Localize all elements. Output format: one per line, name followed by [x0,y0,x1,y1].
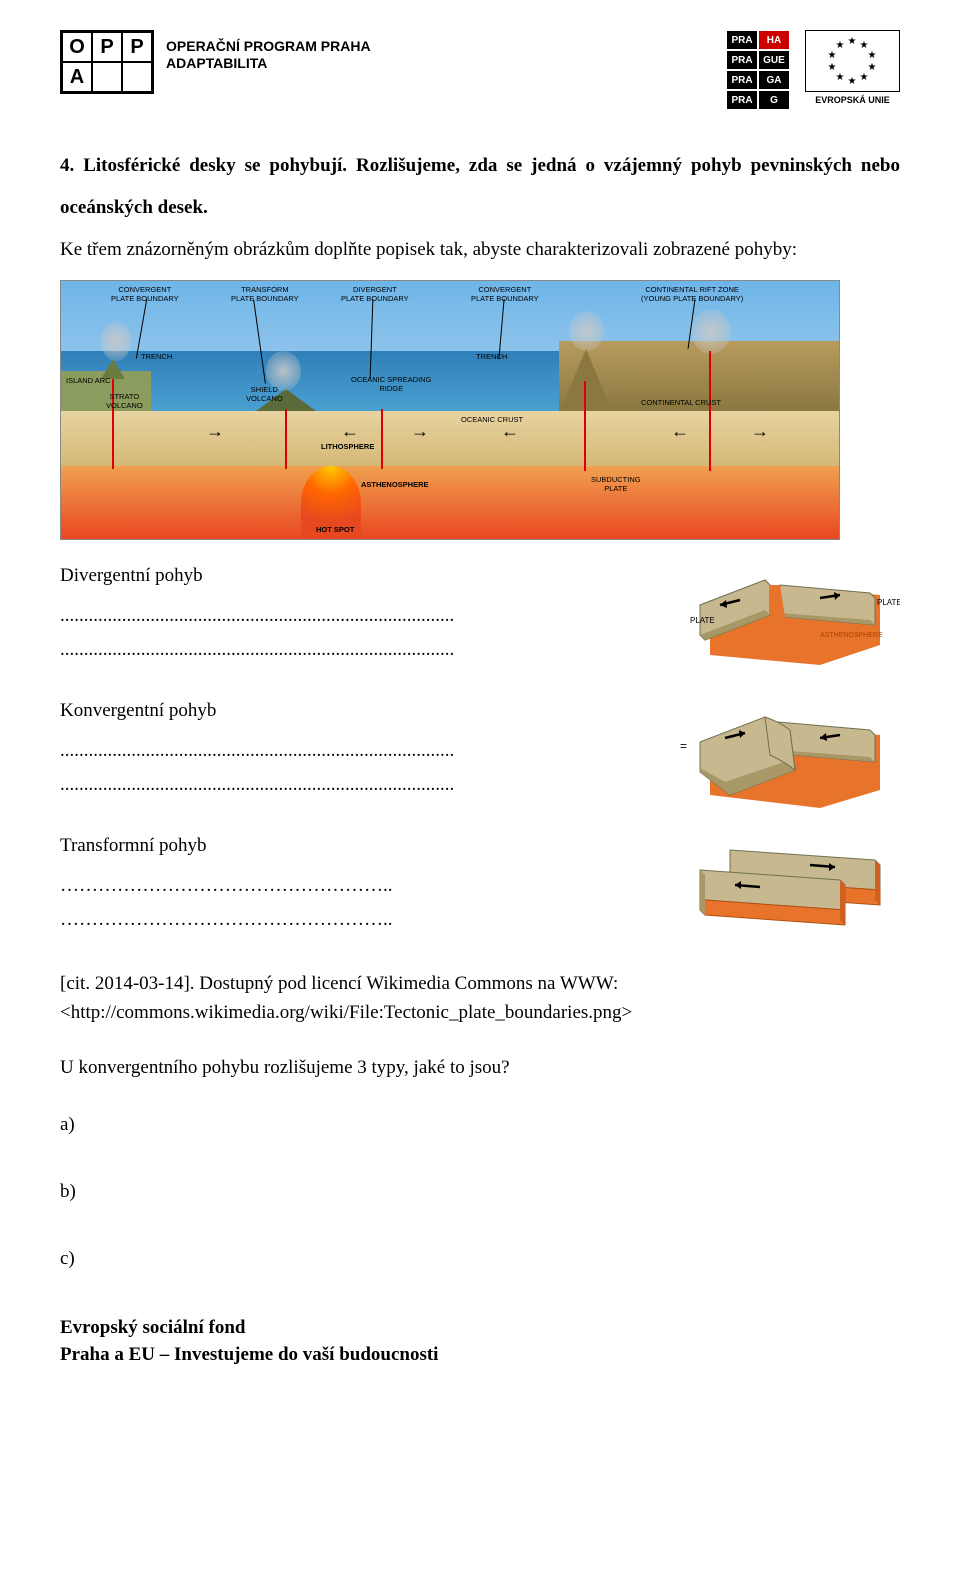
diagram-label: CONTINENTAL CRUST [641,399,721,407]
answer-line[interactable]: ........................................… [60,740,522,762]
mini-label: ASTHENOSPHERE [820,632,883,639]
diagram-label: OCEANIC SPREADING RIDGE [351,376,431,393]
question-text: U konvergentního pohybu rozlišujeme 3 ty… [60,1057,900,1079]
magma-line [285,409,287,469]
task-heading: 4. Litosférické desky se pohybují. Rozli… [60,145,900,229]
arrow-icon: → [411,421,429,442]
continental-volcano-icon [561,349,611,409]
task-number: 4. [60,155,83,176]
oppa-cell: P [122,32,152,62]
praha-cell: PRA [726,50,758,70]
arrow-icon: → [206,421,224,442]
mini-label: PLATE [690,616,715,625]
diagram-label: CONVERGENT PLATE BOUNDARY [471,286,539,303]
arrow-icon: → [751,421,769,442]
oppa-cell: A [62,62,92,92]
praha-cell: GA [758,70,790,90]
option-c[interactable]: c) [60,1248,900,1270]
arrow-icon: ← [671,421,689,442]
oppa-logo: O P P A OPERAČNÍ PROGRAM PRAHA ADAPTABIL… [60,30,371,94]
transform-section: Transformní pohyb …………………………………………….. ……… [60,835,900,945]
right-logos: PRA HA PRA GUE PRA GA PRA G ★ ★ ★ ★ ★ ★ … [726,30,900,110]
oppa-cell [122,62,152,92]
transform-label: Transformní pohyb [60,835,522,857]
answer-line[interactable]: ........................................… [60,774,522,796]
oppa-cell: P [92,32,122,62]
magma-line [381,409,383,469]
page-header: O P P A OPERAČNÍ PROGRAM PRAHA ADAPTABIL… [60,30,900,110]
diagram-label: HOT SPOT [316,526,354,534]
tectonic-overview-diagram: → ← → ← ← → CONVERGENT PLATE BOUNDARY TR… [60,280,840,540]
praha-logo: PRA HA PRA GUE PRA GA PRA G [726,30,790,110]
svg-text:=: = [680,739,687,753]
task-instruction: Ke třem znázorněným obrázkům doplňte pop… [60,229,900,271]
oppa-cell: O [62,32,92,62]
convergent-diagram: = [670,700,900,810]
oppa-label-line: OPERAČNÍ PROGRAM PRAHA [166,38,371,55]
eu-label: EVROPSKÁ UNIE [805,95,900,105]
diagram-label: DIVERGENT PLATE BOUNDARY [341,286,409,303]
diagram-label: TRENCH [141,353,172,361]
praha-cell: PRA [726,90,758,110]
eu-logo: ★ ★ ★ ★ ★ ★ ★ ★ ★ ★ EVROPSKÁ UNIE [805,30,900,105]
diagram-label: CONTINENTAL RIFT ZONE (YOUNG PLATE BOUND… [641,286,743,303]
page-footer: Evropský sociální fond Praha a EU – Inve… [60,1315,900,1368]
citation-url: <http://commons.wikimedia.org/wiki/File:… [60,1002,632,1023]
mini-label: PLATE [877,598,900,607]
praha-cell: PRA [726,30,758,50]
answer-line[interactable]: …………………………………………….. [60,909,522,931]
transform-diagram [670,835,900,945]
answer-line[interactable]: ........................................… [60,639,522,661]
answer-line[interactable]: ........................................… [60,605,522,627]
diagram-label: SHIELD VOLCANO [246,386,283,403]
oppa-cell [92,62,122,92]
option-a[interactable]: a) [60,1114,900,1136]
diagram-label: ISLAND ARC [66,377,111,385]
answer-line[interactable]: …………………………………………….. [60,875,522,897]
diagram-label: ASTHENOSPHERE [361,481,429,489]
diagram-label: TRANSFORM PLATE BOUNDARY [231,286,299,303]
diagram-asthenosphere [61,466,839,539]
eu-flag: ★ ★ ★ ★ ★ ★ ★ ★ ★ ★ [805,30,900,92]
citation: [cit. 2014-03-14]. Dostupný pod licencí … [60,970,900,1027]
praha-cell: G [758,90,790,110]
diagram-label: SUBDUCTING PLATE [591,476,641,493]
oppa-label: OPERAČNÍ PROGRAM PRAHA ADAPTABILITA [166,38,371,72]
diagram-label: LITHOSPHERE [321,443,374,451]
oppa-label-line: ADAPTABILITA [166,55,371,72]
citation-text: [cit. 2014-03-14]. Dostupný pod licencí … [60,973,618,994]
diagram-label: CONVERGENT PLATE BOUNDARY [111,286,179,303]
praha-cell: HA [758,30,790,50]
magma-line [584,381,586,471]
convergent-section: Konvergentní pohyb .....................… [60,700,900,810]
diagram-label: OCEANIC CRUST [461,416,523,424]
praha-cell: PRA [726,70,758,90]
diagram-lithosphere [61,411,839,466]
footer-line: Praha a EU – Investujeme do vaší budoucn… [60,1342,900,1369]
oppa-grid: O P P A [60,30,154,94]
divergent-label: Divergentní pohyb [60,565,522,587]
task-heading-text: Litosférické desky se pohybují. Rozlišuj… [60,155,900,218]
magma-line [709,351,711,471]
eu-stars: ★ ★ ★ ★ ★ ★ ★ ★ ★ ★ [828,36,878,86]
divergent-section: Divergentní pohyb ......................… [60,565,900,675]
arrow-icon: ← [341,421,359,442]
diagram-label: TRENCH [476,353,507,361]
option-b[interactable]: b) [60,1181,900,1203]
footer-line: Evropský sociální fond [60,1315,900,1342]
task-block: 4. Litosférické desky se pohybují. Rozli… [60,145,900,270]
diagram-label: STRATO VOLCANO [106,393,143,410]
divergent-diagram: PLATE PLATE ASTHENOSPHERE [670,565,900,675]
convergent-label: Konvergentní pohyb [60,700,522,722]
praha-cell: GUE [758,50,790,70]
